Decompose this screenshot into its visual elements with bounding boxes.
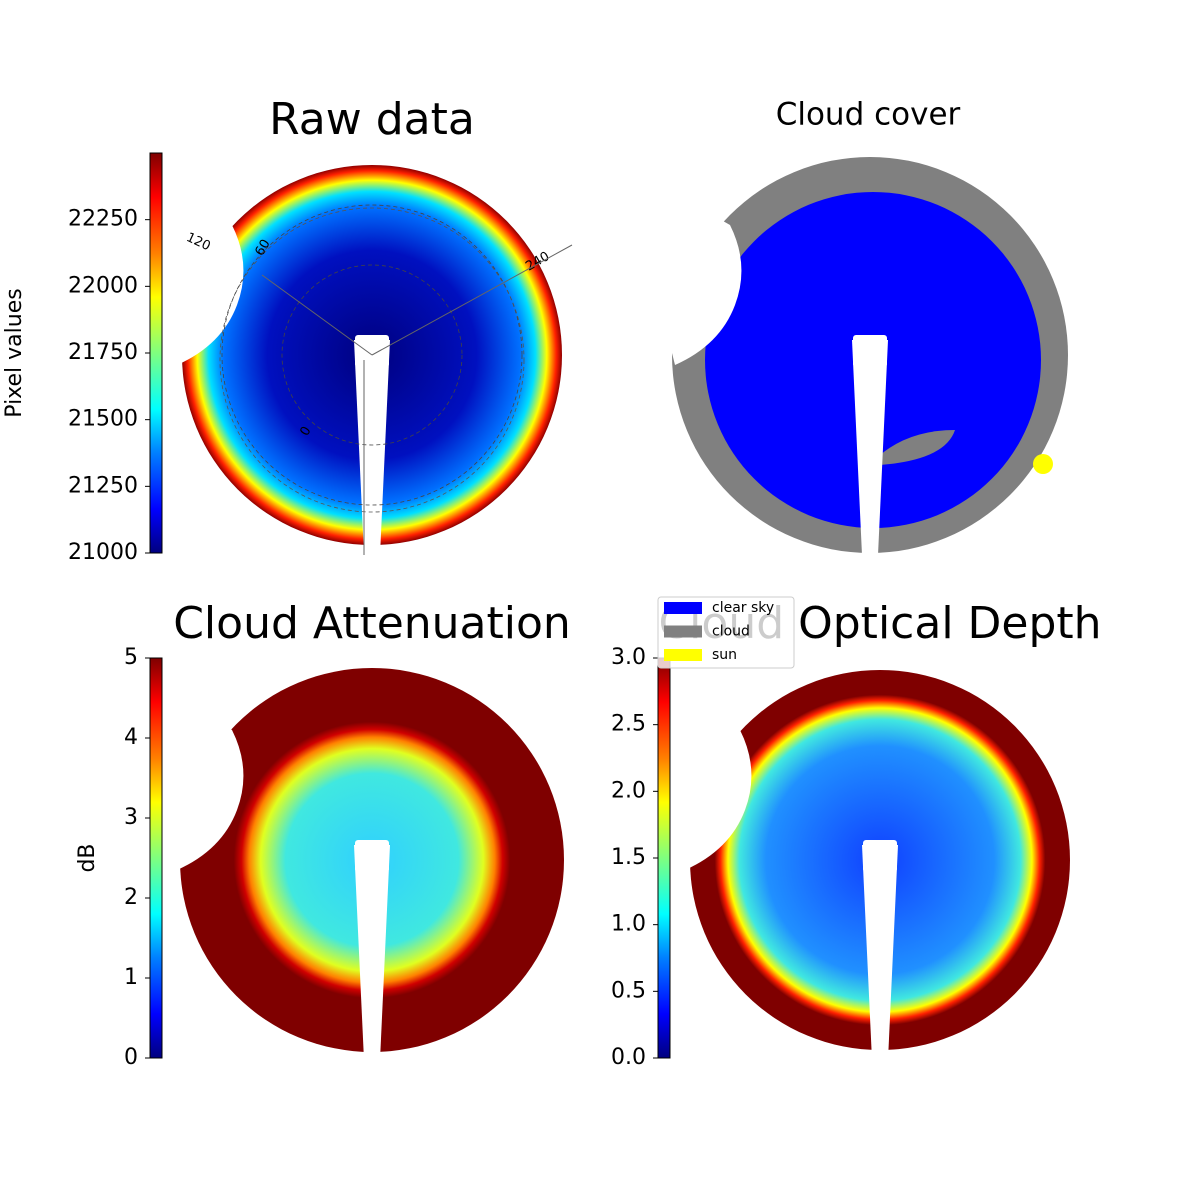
panel-title: Cloud cover [776,97,961,133]
colorbar-tick-label: 21750 [68,340,138,365]
camera-head [863,840,897,872]
sky-image [660,157,1070,555]
legend-label: clear sky [712,600,774,616]
legend-swatch [664,649,702,661]
colorbar-tick-label: 2.5 [611,712,646,737]
colorbar-tick-label: 21000 [68,540,138,565]
camera-head [853,335,887,367]
panel-title: Cloud Attenuation [173,598,571,649]
mast [354,340,390,555]
obstruction [162,690,244,870]
colorbar-tick-label: 4 [124,725,138,750]
colorbar-tick-label: 1 [124,965,138,990]
legend-swatch [664,625,702,638]
colorbar-tick-label: 2.0 [611,778,646,803]
cloud-patch [880,430,955,465]
obstruction [660,185,742,365]
legend: clear sky cloud sun [657,596,795,669]
polar-grid [219,207,525,513]
colorbar-tick-label: 3.0 [611,645,646,670]
polar-axis [371,244,573,356]
sky-image [162,668,572,1060]
bottom-gap [172,515,572,555]
angle-tick-label: 60 [253,237,274,259]
colorbar-label: dB [75,843,100,872]
bottom-gap [172,1020,572,1060]
bottom-gap [670,515,1070,555]
obstruction [162,185,244,365]
polar-grid [221,204,523,506]
sky-image [670,670,1080,1060]
mast [852,340,888,555]
polar-grid [281,264,463,446]
colorbar-tick-label: 2 [124,885,138,910]
obstruction [670,690,752,870]
colorbar-label: Pixel values [2,288,27,417]
colorbar [149,657,163,1059]
colorbar-tick-label: 22250 [68,207,138,232]
mast [354,845,390,1060]
colorbar-tick-label: 21500 [68,407,138,432]
colorbar-tick-label: 21250 [68,473,138,498]
bottom-gap [680,1020,1080,1060]
colorbar-tick-label: 3 [124,805,138,830]
colorbar-tick-label: 0 [124,1045,138,1070]
legend-label: cloud [712,624,750,640]
colorbar [657,657,671,1059]
legend-label: sun [712,647,737,663]
colorbar-tick-label: 1.5 [611,845,646,870]
camera-head [355,335,389,367]
colorbar-tick-label: 22000 [68,273,138,298]
colorbar-tick-label: 1.0 [611,912,646,937]
polar-axis [261,274,373,356]
sun [1033,454,1053,474]
panel-title: Raw data [269,94,475,145]
colorbar-tick-label: 0.0 [611,1045,646,1070]
colorbar [149,152,163,554]
camera-head [355,840,389,872]
colorbar-tick-label: 0.5 [611,978,646,1003]
legend-swatch [664,602,702,614]
colorbar-tick-label: 5 [124,645,138,670]
mast [862,845,898,1060]
